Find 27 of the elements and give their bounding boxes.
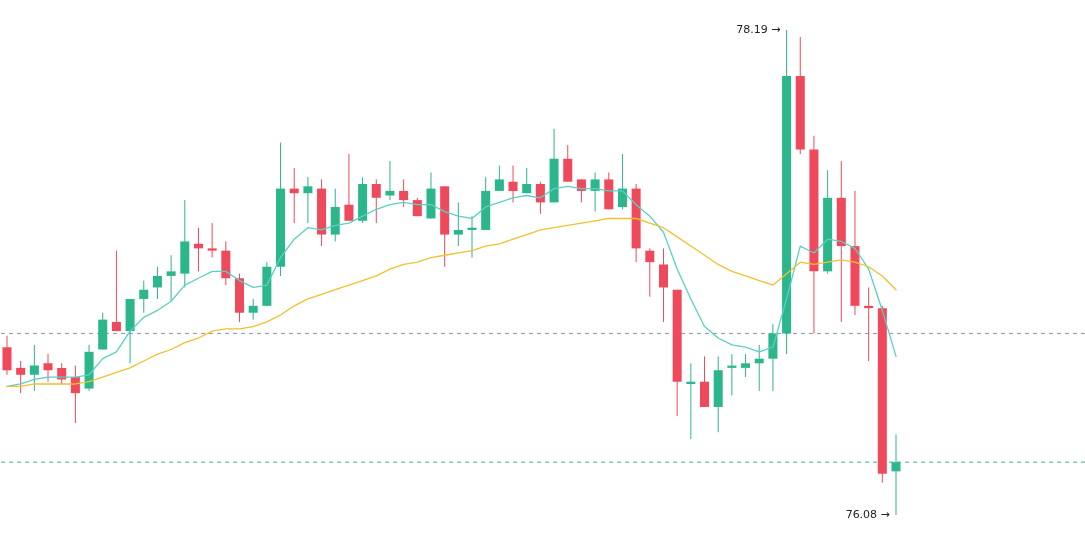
candlestick — [741, 353, 751, 378]
annotation: 78.19 → — [736, 23, 781, 36]
candlestick — [494, 165, 504, 192]
candlestick — [371, 178, 381, 224]
candlestick — [645, 247, 655, 298]
candlestick — [111, 250, 121, 332]
candlestick — [16, 360, 26, 394]
candlestick — [563, 144, 573, 183]
candlestick — [590, 172, 600, 213]
annotation: 76.08 → — [845, 508, 890, 521]
candlestick — [453, 201, 463, 247]
candlestick — [29, 344, 39, 392]
candlestick — [303, 176, 313, 224]
candlestick — [152, 266, 162, 300]
candlestick — [166, 254, 176, 302]
candlestick — [207, 222, 217, 259]
candlestick — [139, 280, 149, 314]
candlestick — [658, 247, 669, 323]
candlestick — [522, 167, 532, 194]
candlestick — [891, 434, 901, 516]
candlestick — [248, 298, 258, 321]
candlestick — [399, 178, 409, 208]
candlestick — [508, 165, 518, 203]
candlestick — [344, 153, 354, 222]
candlestick — [43, 353, 53, 383]
candlestick — [2, 335, 12, 376]
candlestick — [535, 181, 545, 215]
